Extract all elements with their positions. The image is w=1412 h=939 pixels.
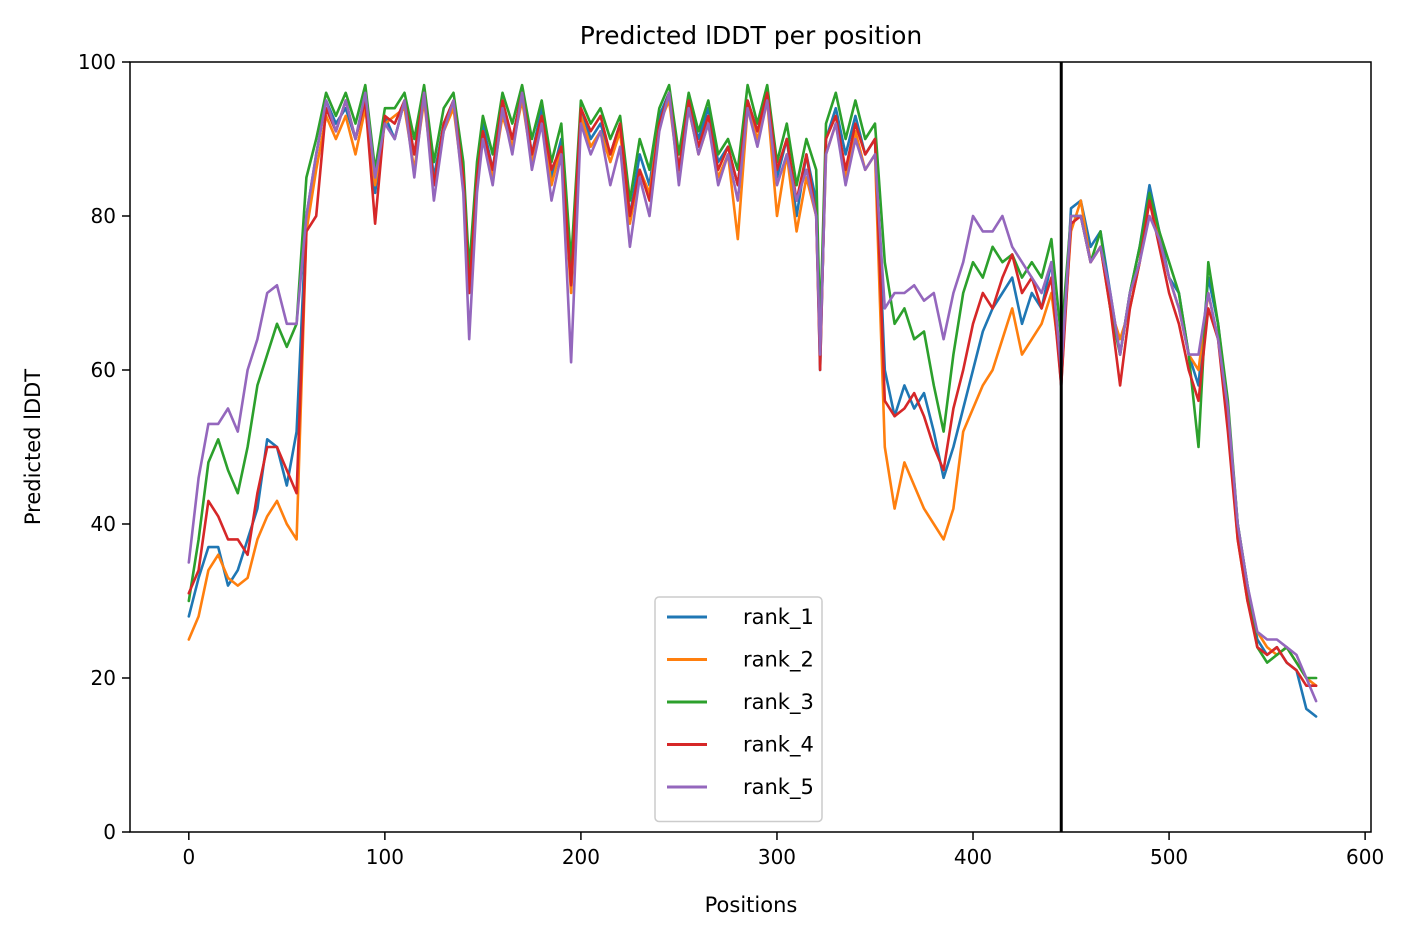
x-tick-label: 300: [758, 845, 796, 869]
legend-label: rank_5: [743, 775, 814, 800]
x-tick-label: 100: [366, 845, 404, 869]
y-tick-label: 40: [91, 512, 116, 536]
legend-label: rank_2: [743, 648, 814, 673]
legend: rank_1 rank_2 rank_3 rank_4 rank_5: [654, 596, 823, 823]
plot-frame: [129, 61, 1372, 833]
x-tick-label: 600: [1346, 845, 1384, 869]
y-axis-label: Predicted lDDT: [21, 369, 45, 525]
series-line-rank-5: [187, 91, 1318, 703]
x-axis-ticks: 0 100 200 300 400 500 600: [182, 832, 1384, 869]
legend-box: [654, 596, 823, 823]
y-tick-label: 0: [103, 820, 116, 844]
x-tick-label: 400: [954, 845, 992, 869]
x-tick-label: 200: [562, 845, 600, 869]
legend-label: rank_4: [743, 733, 814, 758]
y-tick-label: 100: [78, 50, 116, 74]
legend-label: rank_1: [743, 605, 814, 630]
x-tick-label: 0: [182, 845, 195, 869]
x-tick-label: 500: [1150, 845, 1188, 869]
y-tick-label: 60: [91, 358, 116, 382]
chart-title: Predicted lDDT per position: [580, 21, 922, 50]
y-tick-label: 80: [91, 204, 116, 228]
y-tick-label: 20: [91, 666, 116, 690]
series-layer: [187, 83, 1318, 718]
legend-label: rank_3: [743, 690, 814, 715]
x-axis-label: Positions: [705, 893, 798, 917]
y-axis-ticks: 0 20 40 60 80 100: [78, 50, 130, 844]
series-line-rank-4: [187, 91, 1318, 687]
